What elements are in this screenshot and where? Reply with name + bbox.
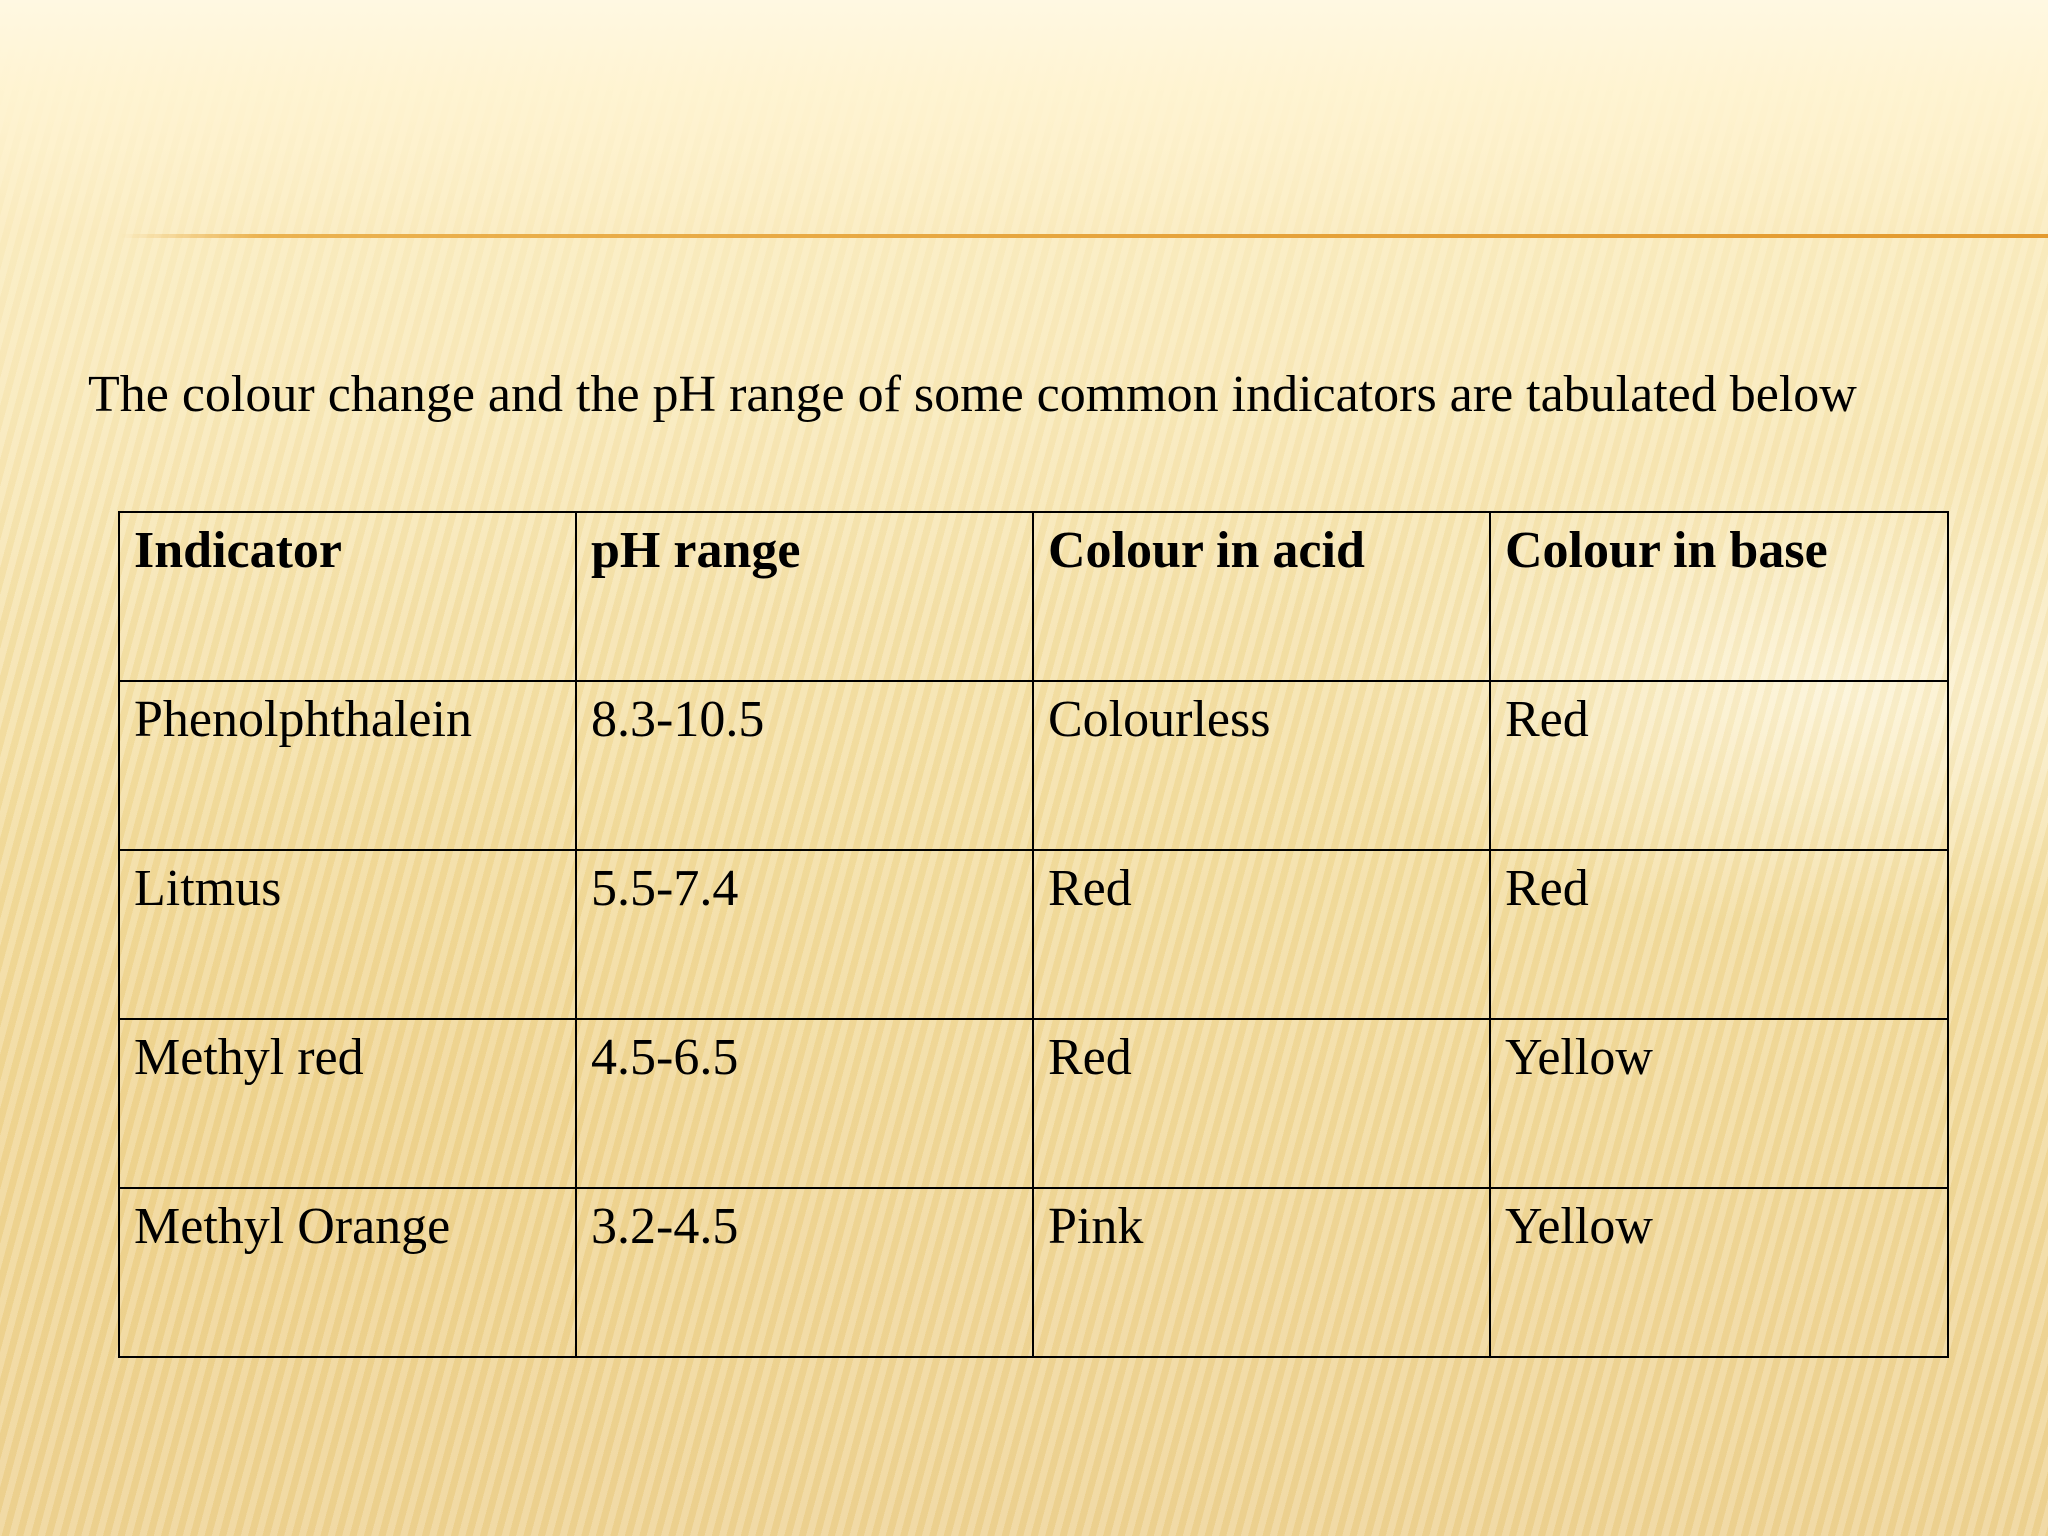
cell-colour-in-acid: Red — [1032, 849, 1491, 1020]
table-row: Methyl red 4.5-6.5 Red Yellow — [118, 1018, 1949, 1189]
cell-colour-in-base: Yellow — [1489, 1018, 1949, 1189]
header-ph-range: pH range — [575, 511, 1034, 682]
cell-ph-range: 8.3-10.5 — [575, 680, 1034, 851]
indicator-table: Indicator pH range Colour in acid Colour… — [118, 511, 1949, 1358]
header-indicator: Indicator — [118, 511, 577, 682]
intro-paragraph: The colour change and the pH range of so… — [88, 366, 1857, 423]
cell-colour-in-base: Red — [1489, 680, 1949, 851]
cell-colour-in-base: Yellow — [1489, 1187, 1949, 1358]
title-divider-line — [120, 234, 2048, 238]
cell-colour-in-acid: Pink — [1032, 1187, 1491, 1358]
cell-indicator: Litmus — [118, 849, 577, 1020]
cell-colour-in-acid: Colourless — [1032, 680, 1491, 851]
header-colour-in-acid: Colour in acid — [1032, 511, 1491, 682]
cell-colour-in-acid: Red — [1032, 1018, 1491, 1189]
cell-colour-in-base: Red — [1489, 849, 1949, 1020]
table-row: Phenolphthalein 8.3-10.5 Colourless Red — [118, 680, 1949, 851]
cell-ph-range: 3.2-4.5 — [575, 1187, 1034, 1358]
table-row: Methyl Orange 3.2-4.5 Pink Yellow — [118, 1187, 1949, 1358]
cell-ph-range: 4.5-6.5 — [575, 1018, 1034, 1189]
header-colour-in-base: Colour in base — [1489, 511, 1949, 682]
table-header-row: Indicator pH range Colour in acid Colour… — [118, 511, 1949, 682]
cell-indicator: Methyl Orange — [118, 1187, 577, 1358]
cell-indicator: Phenolphthalein — [118, 680, 577, 851]
table-row: Litmus 5.5-7.4 Red Red — [118, 849, 1949, 1020]
cell-ph-range: 5.5-7.4 — [575, 849, 1034, 1020]
cell-indicator: Methyl red — [118, 1018, 577, 1189]
